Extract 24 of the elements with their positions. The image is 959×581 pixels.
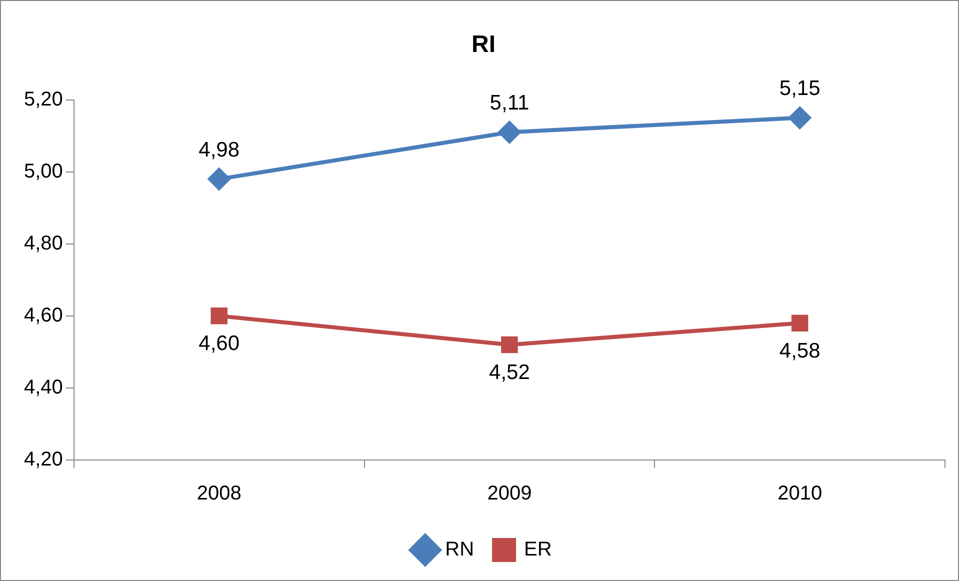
legend-label: RN [445, 538, 474, 561]
y-tick-label: 4,40 [24, 376, 63, 398]
point [498, 121, 520, 144]
data-label: 4,98 [198, 138, 240, 162]
x-tick-label: 2008 [196, 482, 242, 505]
y-tick-label: 4,60 [24, 304, 63, 326]
data-label: 4,60 [198, 332, 240, 356]
point [210, 308, 228, 324]
x-tick-label: 2009 [487, 482, 532, 505]
y-tick-label: 5,20 [24, 88, 63, 110]
data-label: 4,52 [489, 361, 530, 384]
data-label: 5,11 [490, 92, 530, 115]
data-label: 4,58 [779, 339, 820, 362]
y-tick-label: 4,80 [24, 232, 63, 254]
chart-title: RI [472, 31, 496, 58]
y-tick-label: 4,20 [24, 448, 63, 471]
legend-label: ER [524, 538, 552, 561]
y-tick-label: 5,00 [24, 160, 63, 182]
point [501, 336, 518, 354]
point [791, 314, 808, 332]
x-tick-label: 2010 [778, 482, 822, 505]
data-label: 5,15 [779, 77, 820, 100]
point [208, 168, 230, 190]
point [788, 106, 811, 129]
